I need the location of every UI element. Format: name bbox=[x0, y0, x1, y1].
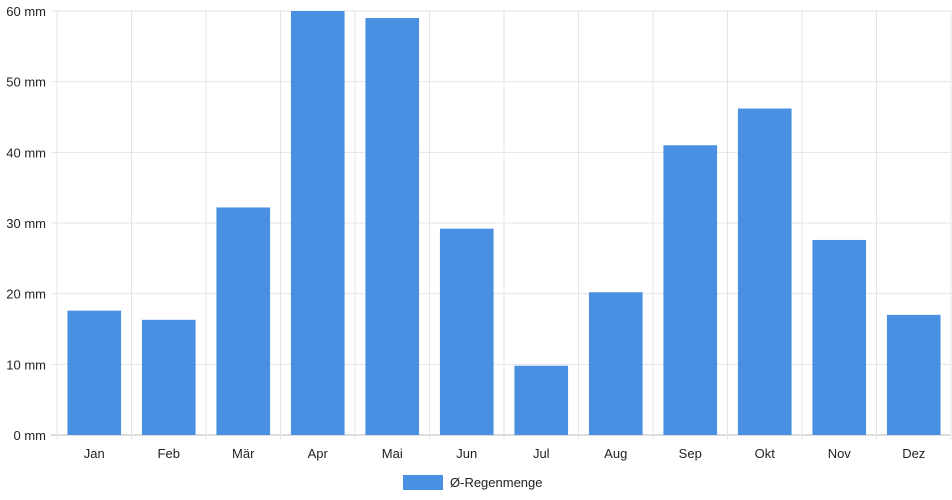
x-tick-label: Okt bbox=[755, 446, 776, 461]
bar[interactable] bbox=[439, 228, 494, 435]
x-tick-label: Apr bbox=[308, 446, 329, 461]
x-tick-label: Mai bbox=[382, 446, 403, 461]
y-tick-label: 0 mm bbox=[14, 428, 47, 443]
legend[interactable]: Ø-Regenmenge bbox=[403, 475, 543, 490]
x-axis-ticks: Jan Feb Mär Apr Mai Jun Jul Aug Sep Okt Nov Dez bbox=[84, 446, 926, 461]
bar[interactable] bbox=[365, 18, 420, 436]
bar[interactable] bbox=[141, 319, 196, 435]
y-tick-label: 30 mm bbox=[6, 216, 46, 231]
grid-lines bbox=[51, 10, 952, 441]
bar[interactable] bbox=[737, 108, 792, 436]
x-tick-label: Nov bbox=[828, 446, 852, 461]
x-tick-label: Aug bbox=[604, 446, 627, 461]
x-tick-label: Jul bbox=[533, 446, 550, 461]
bar[interactable] bbox=[588, 292, 643, 435]
y-axis-ticks: 0 mm 10 mm 20 mm 30 mm 40 mm 50 mm 60 mm bbox=[6, 4, 46, 443]
bar[interactable] bbox=[290, 11, 345, 435]
bar[interactable] bbox=[812, 239, 867, 435]
bar-series bbox=[67, 11, 941, 436]
bar[interactable] bbox=[67, 310, 122, 435]
x-tick-label: Dez bbox=[902, 446, 925, 461]
y-tick-label: 50 mm bbox=[6, 75, 46, 90]
y-tick-label: 20 mm bbox=[6, 287, 46, 302]
x-tick-label: Mär bbox=[232, 446, 255, 461]
x-tick-label: Sep bbox=[679, 446, 702, 461]
bar[interactable] bbox=[216, 207, 271, 435]
x-tick-label: Feb bbox=[158, 446, 180, 461]
legend-swatch[interactable] bbox=[403, 475, 443, 490]
y-tick-label: 40 mm bbox=[6, 145, 46, 160]
legend-label[interactable]: Ø-Regenmenge bbox=[450, 475, 543, 490]
x-tick-label: Jun bbox=[456, 446, 477, 461]
bar[interactable] bbox=[514, 365, 569, 435]
x-tick-label: Jan bbox=[84, 446, 105, 461]
bar[interactable] bbox=[886, 314, 941, 435]
bar[interactable] bbox=[663, 145, 718, 435]
y-tick-label: 60 mm bbox=[6, 4, 46, 19]
y-tick-label: 10 mm bbox=[6, 357, 46, 372]
